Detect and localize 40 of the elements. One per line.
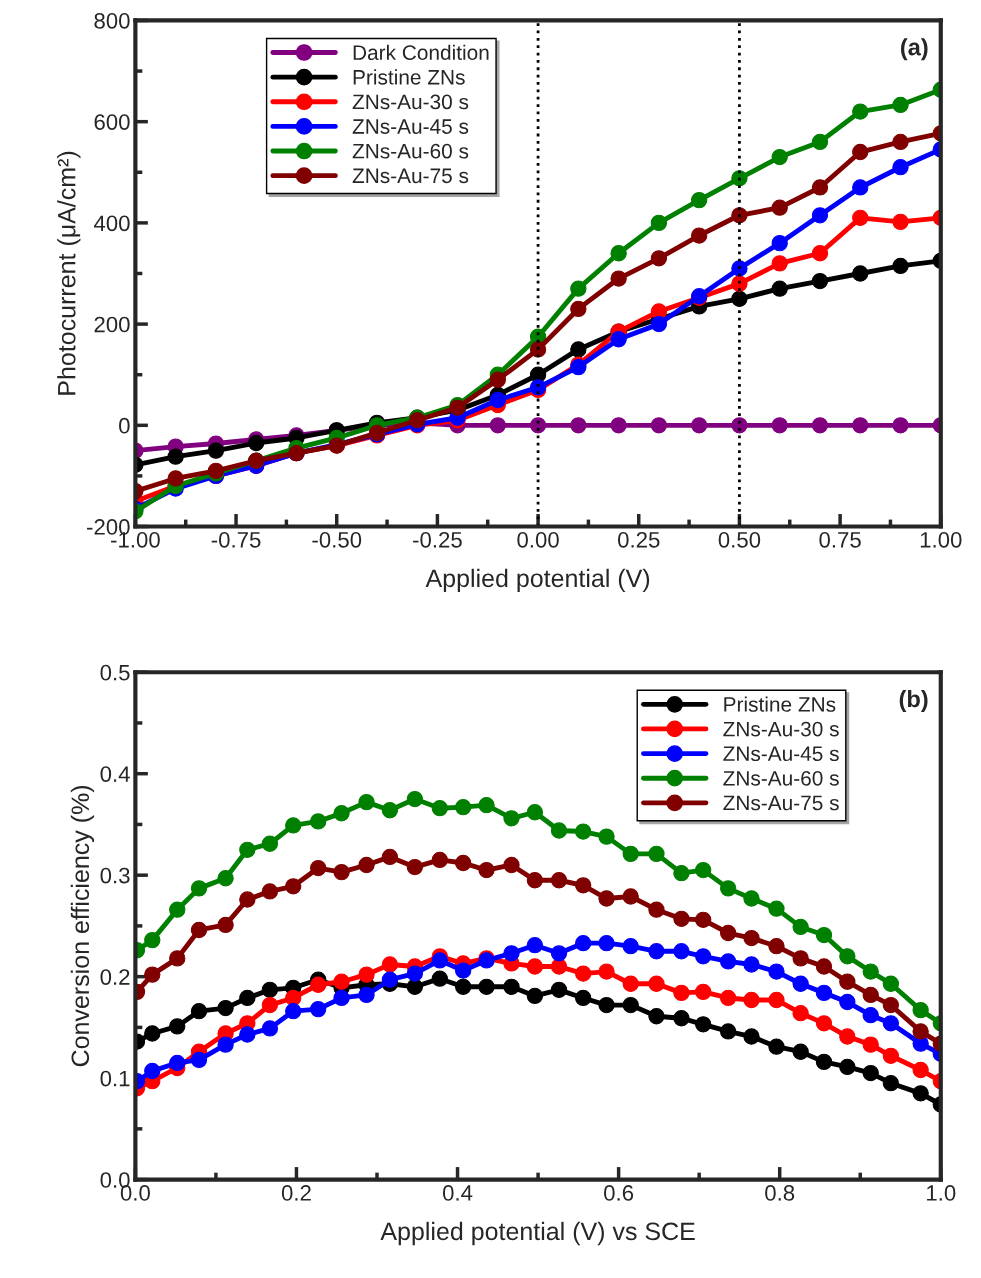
x-tick-label: 0.50 [718, 531, 761, 548]
x-tick-label: 0.00 [517, 531, 559, 548]
y-tick-label: 200 [94, 316, 130, 333]
annotation: (b) [899, 689, 928, 712]
y-tick-label: 0.3 [100, 867, 130, 884]
y-tick-label: 0.1 [100, 1070, 130, 1087]
x-tick-label: 0.75 [819, 531, 861, 548]
y-axis-title: Photocurrent (μA/cm²) [57, 151, 81, 395]
legend-label: ZNs-Au-30 s [723, 721, 839, 737]
x-tick-label: 0.25 [618, 531, 660, 548]
legend-label: Pristine ZNs [353, 69, 465, 85]
x-tick-label: -0.25 [413, 531, 462, 548]
y-tick-label: 600 [94, 114, 130, 130]
x-tick-label: 0.8 [765, 1185, 795, 1201]
legend-label: ZNs-Au-30 s [352, 94, 469, 110]
y-axis-title: Conversion efficiency (%) [70, 785, 95, 1067]
y-tick-label: 0.2 [100, 969, 130, 985]
x-tick-label: 0.4 [442, 1185, 473, 1201]
y-tick-label: 400 [93, 215, 130, 232]
legend-label: ZNs-Au-60 s [352, 143, 469, 159]
x-tick-label: 0.6 [604, 1185, 634, 1201]
x-tick-label: -0.50 [312, 531, 362, 548]
x-tick-label: 0.2 [281, 1185, 311, 1201]
y-tick-label: 0.4 [100, 766, 130, 782]
legend-label: ZNs-Au-45 s [352, 119, 469, 134]
x-tick-label: -0.75 [211, 531, 261, 548]
legend-label: Pristine ZNs [724, 696, 836, 712]
legend-label: ZNs-Au-75 s [723, 795, 839, 811]
legend-label: ZNs-Au-45 s [723, 746, 839, 762]
x-tick-label: 1.0 [927, 1185, 956, 1201]
x-axis-title: Applied potential (V) vs SCE [380, 1221, 695, 1246]
legend-label: ZNs-Au-75 s [352, 168, 469, 184]
legend-label: ZNs-Au-60 s [723, 770, 839, 786]
y-tick-label: 0.5 [100, 664, 130, 681]
annotation: (a) [901, 38, 928, 61]
x-axis-title: Applied potential (V) [425, 568, 650, 593]
y-tick-label: 800 [94, 12, 130, 29]
x-tick-label: 1.00 [920, 531, 962, 548]
y-tick-label: 0 [119, 417, 130, 434]
legend-label: Dark Condition [353, 44, 489, 61]
